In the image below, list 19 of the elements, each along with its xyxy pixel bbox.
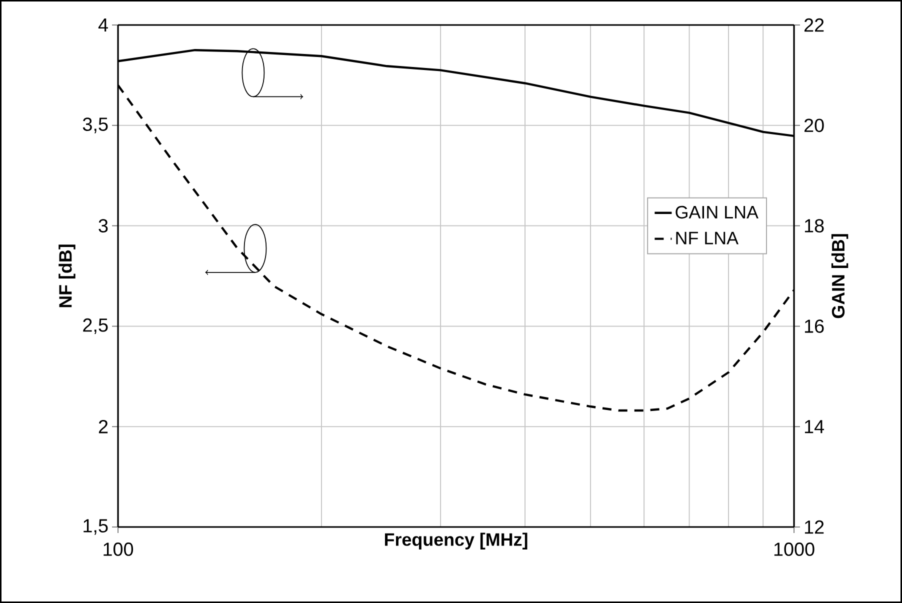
y2-tick-label: 20 — [804, 118, 824, 132]
y2-tick-label: 16 — [804, 319, 824, 333]
x-tick-label: 100 — [104, 542, 134, 556]
y-tick-label: 2,5 — [83, 318, 108, 334]
x-tick-label: 1000 — [774, 542, 814, 556]
x-axis-title: Frequency [MHz] — [384, 532, 528, 550]
legend-label: GAIN LNA — [676, 206, 758, 219]
legend-label: NF LNA — [676, 232, 738, 244]
y-tick-label: 4 — [98, 18, 108, 32]
y2-tick-label: 12 — [804, 520, 824, 534]
y2-axis-title: GAIN [dB] — [831, 234, 848, 318]
y2-tick-label: 14 — [804, 420, 824, 434]
y-tick-label: 3 — [98, 219, 108, 232]
y-axis-title: NF [dB] — [58, 244, 76, 308]
y2-tick-label: 22 — [804, 18, 824, 32]
y2-tick-label: 18 — [804, 219, 824, 232]
y-tick-label: 2 — [98, 420, 108, 434]
y-tick-label: 3,5 — [82, 118, 108, 134]
y-tick-label: 1,5 — [84, 519, 108, 535]
